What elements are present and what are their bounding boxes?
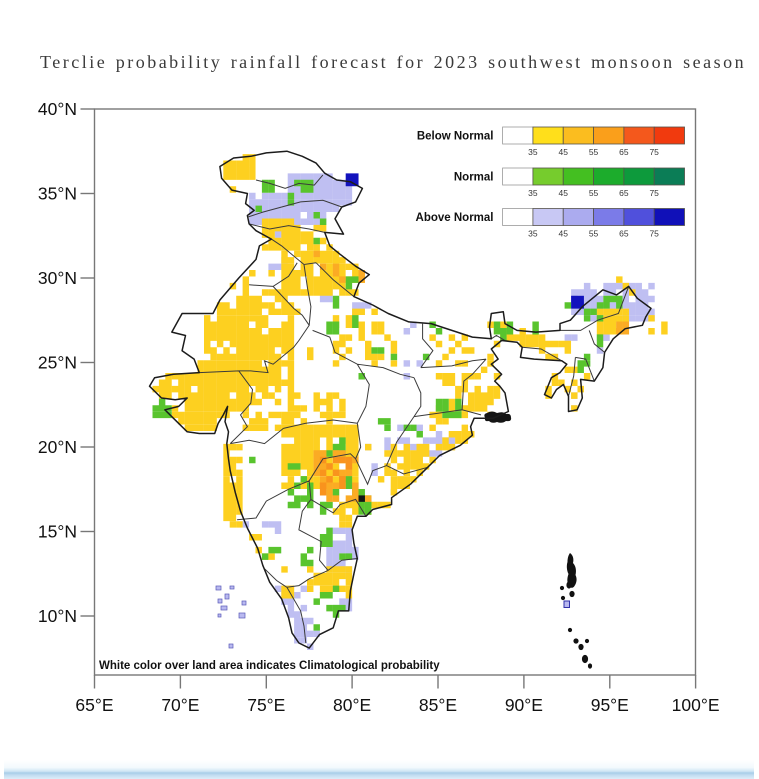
svg-text:40°N: 40°N	[38, 99, 77, 119]
svg-text:Above Normal: Above Normal	[416, 212, 494, 224]
svg-text:90°E: 90°E	[505, 695, 543, 715]
svg-text:Below Normal: Below Normal	[417, 131, 494, 143]
svg-text:75°E: 75°E	[247, 695, 285, 715]
svg-text:35: 35	[528, 147, 538, 157]
svg-text:35°N: 35°N	[38, 184, 77, 204]
svg-text:Normal: Normal	[454, 172, 494, 184]
svg-text:75: 75	[649, 188, 659, 198]
svg-text:65: 65	[619, 188, 629, 198]
svg-text:25°N: 25°N	[38, 353, 77, 373]
svg-text:85°E: 85°E	[419, 695, 457, 715]
svg-text:30°N: 30°N	[38, 268, 77, 288]
svg-text:65: 65	[619, 147, 629, 157]
svg-text:45: 45	[559, 147, 569, 157]
svg-text:75: 75	[649, 147, 659, 157]
svg-text:70°E: 70°E	[161, 695, 199, 715]
svg-text:10°N: 10°N	[38, 606, 77, 626]
svg-text:55: 55	[589, 147, 599, 157]
svg-text:80°E: 80°E	[333, 695, 371, 715]
svg-text:45: 45	[559, 229, 569, 239]
svg-text:35: 35	[528, 229, 538, 239]
svg-text:75: 75	[649, 229, 659, 239]
svg-text:White color over land area ind: White color over land area indicates Cli…	[99, 660, 440, 672]
svg-text:15°N: 15°N	[38, 522, 77, 542]
svg-text:20°N: 20°N	[38, 437, 77, 457]
svg-text:Terclie probability rainfall f: Terclie probability rainfall forecast fo…	[40, 52, 746, 72]
svg-text:100°E: 100°E	[672, 695, 720, 715]
svg-text:95°E: 95°E	[591, 695, 629, 715]
svg-text:65°E: 65°E	[75, 695, 113, 715]
svg-text:55: 55	[589, 188, 599, 198]
svg-text:55: 55	[589, 229, 599, 239]
svg-text:35: 35	[528, 188, 538, 198]
svg-text:65: 65	[619, 229, 629, 239]
svg-text:45: 45	[559, 188, 569, 198]
